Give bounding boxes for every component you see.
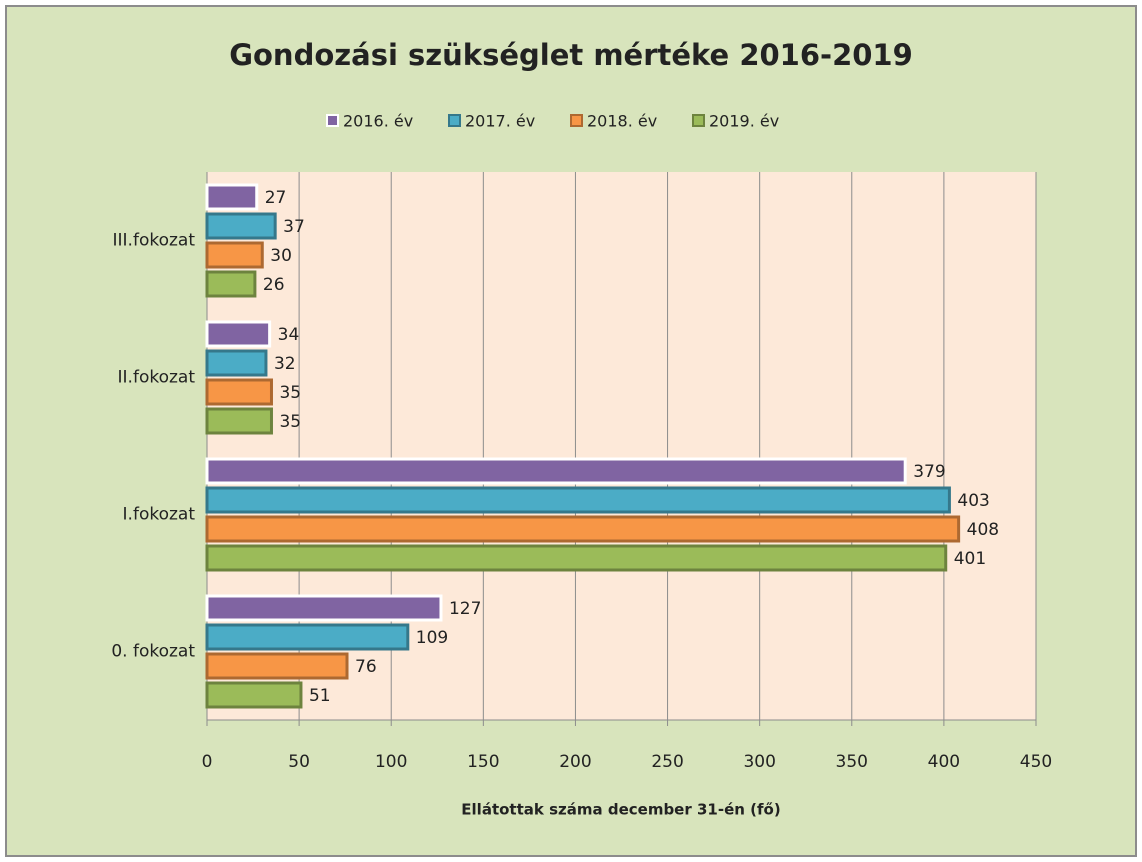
bar	[205, 486, 951, 514]
bar	[205, 320, 272, 348]
data-label: 32	[274, 354, 296, 374]
data-label: 403	[957, 491, 989, 511]
x-tick-label: 450	[1020, 752, 1052, 772]
bar	[205, 623, 410, 651]
data-label: 379	[913, 462, 945, 482]
data-label: 30	[270, 246, 292, 266]
data-label: 408	[967, 520, 999, 540]
x-tick-label: 300	[743, 752, 775, 772]
bar	[205, 378, 273, 406]
y-tick-label: II.fokozat	[118, 368, 196, 388]
bar	[205, 241, 264, 269]
bar	[205, 544, 948, 572]
chart-title: Gondozási szükséglet mértéke 2016-2019	[229, 38, 913, 72]
bar	[205, 349, 268, 377]
legend-swatch	[570, 114, 583, 127]
x-tick-label: 250	[651, 752, 683, 772]
legend-label: 2019. év	[709, 112, 779, 131]
legend-label: 2018. év	[587, 112, 657, 131]
x-tick-label: 150	[467, 752, 499, 772]
data-label: 35	[279, 412, 301, 432]
bar	[205, 212, 277, 240]
data-label: 35	[279, 383, 301, 403]
y-tick-label: 0. fokozat	[111, 642, 195, 662]
legend-swatch	[692, 114, 705, 127]
legend-swatch	[326, 114, 339, 127]
legend: 2016. év 2017. év 2018. év 2019. év	[326, 112, 779, 131]
bar	[205, 652, 349, 680]
legend-label: 2017. év	[465, 112, 535, 131]
data-label: 109	[416, 628, 448, 648]
data-label: 127	[449, 599, 481, 619]
x-axis-title: Ellátottak száma december 31-én (fő)	[461, 801, 780, 819]
legend-label: 2016. év	[343, 112, 413, 131]
data-label: 401	[954, 549, 986, 569]
data-label: 37	[283, 217, 305, 237]
bar	[205, 407, 273, 435]
bar	[205, 183, 259, 211]
data-label: 34	[278, 325, 300, 345]
y-tick-label: III.fokozat	[113, 231, 196, 251]
x-tick-label: 100	[375, 752, 407, 772]
bar	[205, 270, 257, 298]
bar	[205, 515, 961, 543]
y-tick-label: I.fokozat	[123, 505, 196, 525]
bar	[205, 594, 443, 622]
x-tick-label: 350	[836, 752, 868, 772]
x-tick-label: 50	[288, 752, 310, 772]
x-tick-label: 0	[202, 752, 213, 772]
x-tick-label: 200	[559, 752, 591, 772]
data-label: 27	[265, 188, 287, 208]
data-label: 76	[355, 657, 377, 677]
data-label: 51	[309, 686, 331, 706]
data-label: 26	[263, 275, 285, 295]
legend-swatch	[448, 114, 461, 127]
bar	[205, 457, 907, 485]
bar	[205, 681, 303, 709]
x-tick-label: 400	[928, 752, 960, 772]
